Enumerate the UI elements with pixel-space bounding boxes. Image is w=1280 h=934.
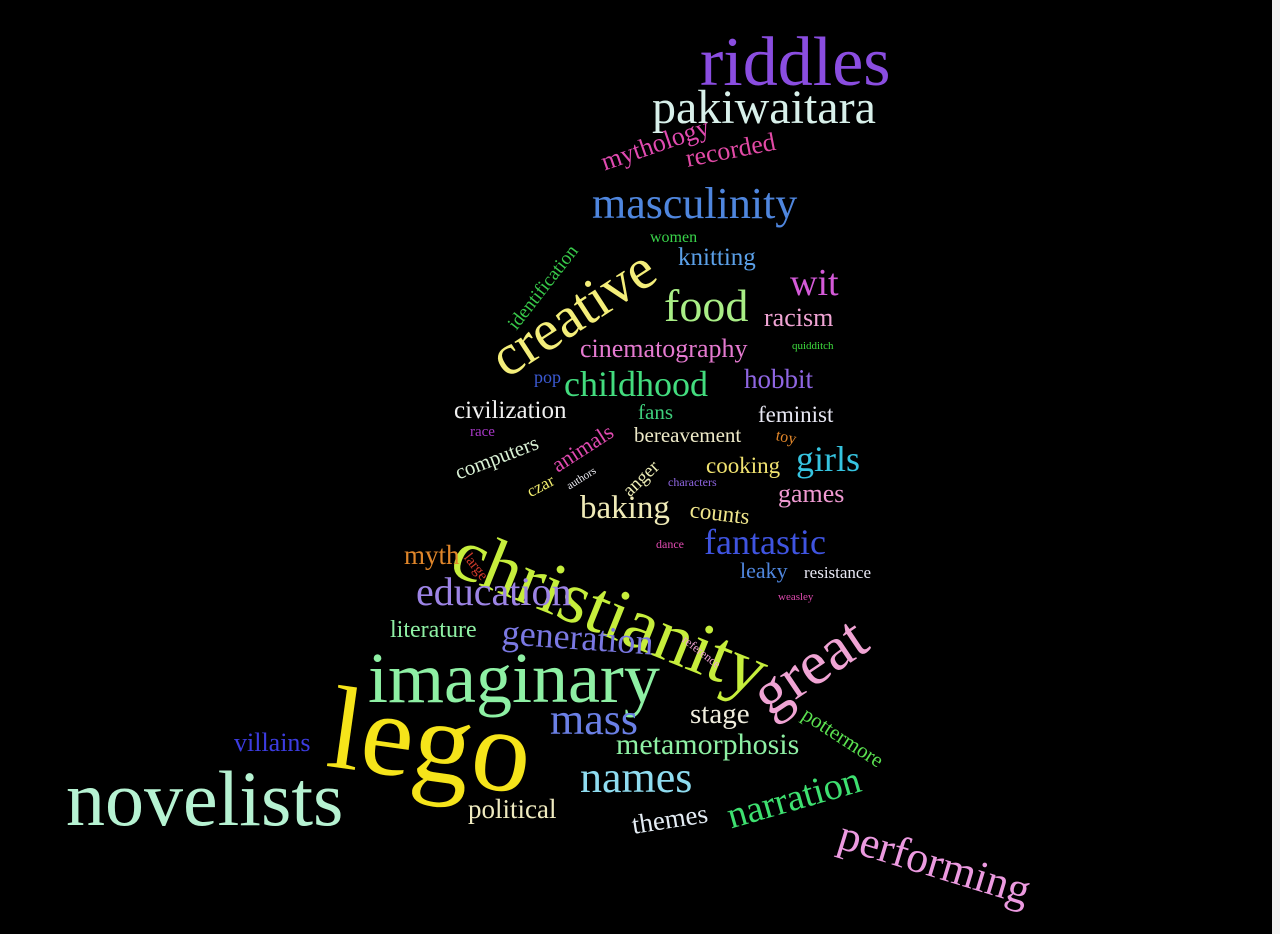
word-czar: czar	[523, 470, 558, 501]
word-cooking: cooking	[706, 453, 781, 478]
word-themes: themes	[629, 798, 710, 840]
word-games: games	[778, 479, 845, 508]
word-racism: racism	[764, 303, 834, 332]
word-weasley: weasley	[778, 591, 814, 603]
word-civilization: civilization	[454, 397, 567, 424]
word-leaky: leaky	[740, 558, 788, 583]
word-knitting: knitting	[678, 244, 756, 271]
word-names: names	[580, 753, 693, 802]
word-novelists: novelists	[66, 755, 344, 842]
word-dance: dance	[656, 537, 684, 551]
word-mass: mass	[550, 695, 638, 744]
word-childhood: childhood	[564, 364, 708, 404]
word-pakiwaitara: pakiwaitara	[652, 81, 876, 134]
word-wit: wit	[790, 262, 839, 304]
word-riddles: riddles	[700, 24, 891, 101]
word-food: food	[664, 280, 749, 331]
word-myth: myth	[404, 540, 460, 570]
word-bereavement: bereavement	[634, 423, 742, 447]
word-fans: fans	[638, 400, 673, 424]
word-masculinity: masculinity	[592, 179, 798, 228]
word-political: political	[468, 794, 557, 824]
word-lego: lego	[320, 661, 541, 820]
word-computers: computers	[451, 430, 542, 485]
word-race: race	[470, 424, 495, 440]
word-imaginary: imaginary	[368, 638, 660, 718]
word-feminist: feminist	[758, 402, 834, 427]
word-performing: performing	[832, 810, 1037, 915]
word-literature: literature	[390, 617, 477, 643]
word-baking: baking	[580, 490, 670, 526]
word-fantastic: fantastic	[704, 522, 826, 562]
word-pop: pop	[534, 367, 561, 387]
word-metamorphosis: metamorphosis	[616, 728, 800, 761]
word-education: education	[416, 569, 572, 614]
word-characters: characters	[668, 475, 717, 489]
word-stage: stage	[690, 698, 750, 730]
word-animals: animals	[546, 418, 618, 478]
word-hobbit: hobbit	[744, 364, 814, 394]
word-quidditch: quidditch	[792, 340, 834, 352]
word-girls: girls	[796, 439, 861, 479]
word-women: women	[650, 229, 698, 246]
word-villains: villains	[234, 728, 311, 757]
window-edge	[1272, 0, 1280, 934]
word-toy: toy	[774, 427, 798, 449]
word-cinematography: cinematography	[580, 334, 748, 363]
word-resistance: resistance	[804, 563, 872, 582]
